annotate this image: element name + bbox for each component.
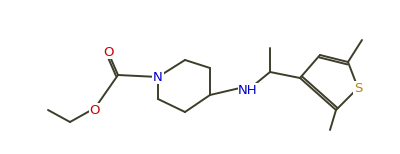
Text: NH: NH (238, 83, 258, 97)
Text: O: O (90, 103, 100, 116)
Text: O: O (103, 45, 113, 59)
Text: N: N (153, 71, 163, 83)
Text: S: S (354, 81, 362, 95)
